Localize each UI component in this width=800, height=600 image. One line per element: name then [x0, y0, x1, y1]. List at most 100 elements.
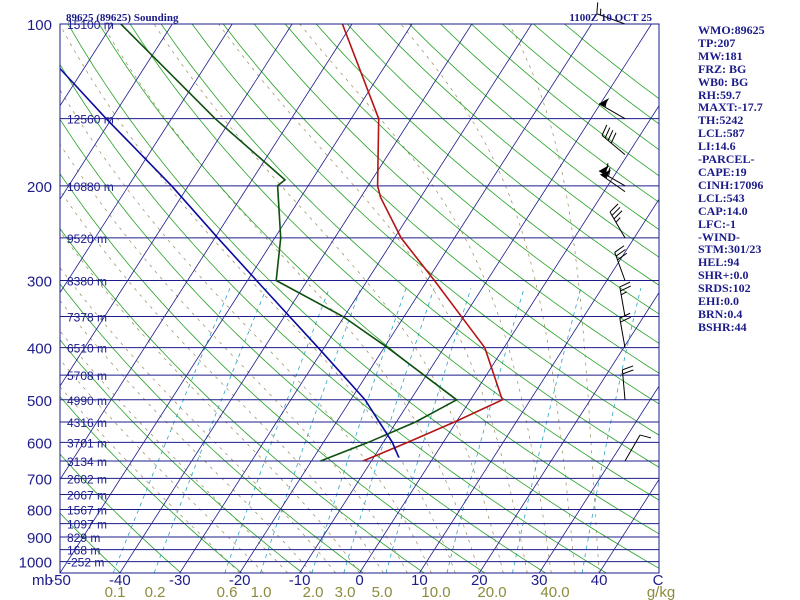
isotherm-line [179, 24, 533, 573]
dry-adiabat-line [160, 24, 659, 468]
isotherm-line [60, 24, 293, 387]
mixing-ratio-line [385, 288, 472, 573]
moist-adiabat-line [60, 359, 264, 573]
wind-barb [598, 98, 626, 120]
dry-adiabat-line [0, 24, 60, 573]
temperature-tick-label: -50 [49, 572, 71, 589]
temperature-tick-label: -10 [289, 572, 311, 589]
index-entry: LCL:543 [698, 190, 745, 205]
moist-adiabat-line [299, 24, 552, 573]
dry-adiabat-line [60, 512, 121, 573]
mixing-ratio-line [112, 288, 231, 573]
chart-title: 89625 (89625) Sounding [66, 12, 179, 24]
isotherm-line [239, 24, 592, 573]
height-label: 10880 m [67, 180, 114, 194]
dry-adiabat-line [60, 227, 425, 573]
isotherm-line [419, 198, 659, 573]
isotherm-line [60, 24, 233, 294]
height-label: 4990 m [67, 394, 107, 408]
dry-adiabat-line [98, 24, 659, 535]
temperature-tick-label: 30 [531, 572, 548, 589]
dry-adiabat-line [315, 24, 659, 315]
wind-barb [619, 312, 632, 348]
temperature-tick-label: -20 [229, 572, 251, 589]
index-entry: TH:5242 [698, 113, 744, 128]
index-entry: LFC:-1 [698, 216, 736, 231]
mixing-ratio-line [311, 288, 407, 573]
wind-barb [600, 167, 626, 193]
indices-panel: WMO:89625 TP:207 MW:181 FRZ: BG WB0: BG RH:59… [698, 24, 798, 334]
height-label: 1567 m [67, 504, 107, 518]
moist-adiabat-line [218, 24, 528, 573]
plot-frame [59, 23, 660, 574]
mixing-ratio-line [446, 288, 525, 573]
isotherm-line [478, 291, 659, 573]
index-entry: CAP:14.0 [698, 203, 748, 218]
isotherm-line [60, 24, 173, 200]
moist-adiabat-line [153, 24, 504, 573]
index-entry: MW:181 [698, 48, 743, 63]
temperature-profile-line [341, 24, 504, 462]
pressure-tick-label: 200 [27, 179, 52, 196]
dry-adiabat-line [253, 24, 659, 374]
isotherm-line [538, 385, 659, 573]
pressure-tick-label: 300 [27, 274, 52, 291]
height-label: -252 m [67, 556, 104, 570]
index-entry: MAXT:-17.7 [698, 100, 763, 115]
index-entry: WB0: BG [698, 74, 749, 89]
pressure-tick-label: 1000 [19, 555, 52, 572]
temperature-tick-label: 20 [471, 572, 488, 589]
dry-adiabat-line [129, 24, 659, 501]
height-label: 2602 m [67, 472, 107, 486]
height-label: 5708 m [67, 369, 107, 383]
mixing-ratio-line [581, 288, 642, 573]
dry-adiabat-line [60, 63, 607, 573]
index-entry: LI:14.6 [698, 139, 736, 154]
height-label: 168 m [67, 544, 100, 558]
dry-adiabat-line [378, 24, 659, 258]
isotherm-line [119, 24, 473, 573]
wind-barb [601, 124, 626, 156]
wind-barb [619, 281, 632, 317]
pressure-unit-label: mb [32, 572, 53, 589]
isotherm-line [598, 478, 659, 573]
temperature-tick-label: -40 [109, 572, 131, 589]
index-entry: -WIND- [698, 229, 740, 244]
moist-adiabat-line [101, 24, 480, 573]
moist-adiabat-line [60, 266, 336, 573]
temperature-tick-label: -30 [169, 572, 191, 589]
mixing-ratio-tick-label: 2.0 [303, 584, 324, 600]
index-entry: STM:301/23 [698, 242, 762, 257]
pressure-tick-label: 100 [27, 17, 52, 34]
index-entry: EHI:0.0 [698, 294, 740, 309]
mixing-ratio-tick-label: 40.0 [540, 584, 569, 600]
index-entry: BSHR:44 [698, 319, 747, 334]
moist-adiabat-line [60, 24, 456, 573]
isotherm-line [60, 24, 353, 481]
temperature-tick-label: 40 [591, 572, 608, 589]
mixing-ratio-tick-label: 0.6 [217, 584, 238, 600]
mixing-ratio-line [260, 288, 362, 573]
index-entry: WMO:89625 [698, 23, 765, 37]
dry-adiabat-line [191, 24, 659, 436]
dry-adiabat-line [347, 24, 659, 286]
isotherm-line [299, 24, 652, 573]
temperature-tick-label: 0 [355, 572, 363, 589]
mixing-ratio-tick-label: 20.0 [477, 584, 506, 600]
dry-adiabat-line [60, 283, 364, 573]
height-label: 7378 m [67, 310, 107, 324]
mixing-ratio-tick-label: 1.0 [251, 584, 272, 600]
isotherm-line [0, 24, 53, 573]
index-entry: FRZ: BG [698, 61, 747, 76]
wind-barb [596, 2, 626, 25]
height-label: 6510 m [67, 342, 107, 356]
index-entry: RH:59.7 [698, 87, 741, 102]
pressure-tick-label: 400 [27, 341, 52, 358]
height-label: 15100 m [67, 18, 114, 32]
wind-barb [609, 203, 626, 239]
mixing-ratio-unit-label: g/kg [647, 584, 675, 600]
temperature-tick-label: 10 [411, 572, 428, 589]
height-label: 9520 m [67, 232, 107, 246]
pressure-tick-label: 600 [27, 435, 52, 452]
